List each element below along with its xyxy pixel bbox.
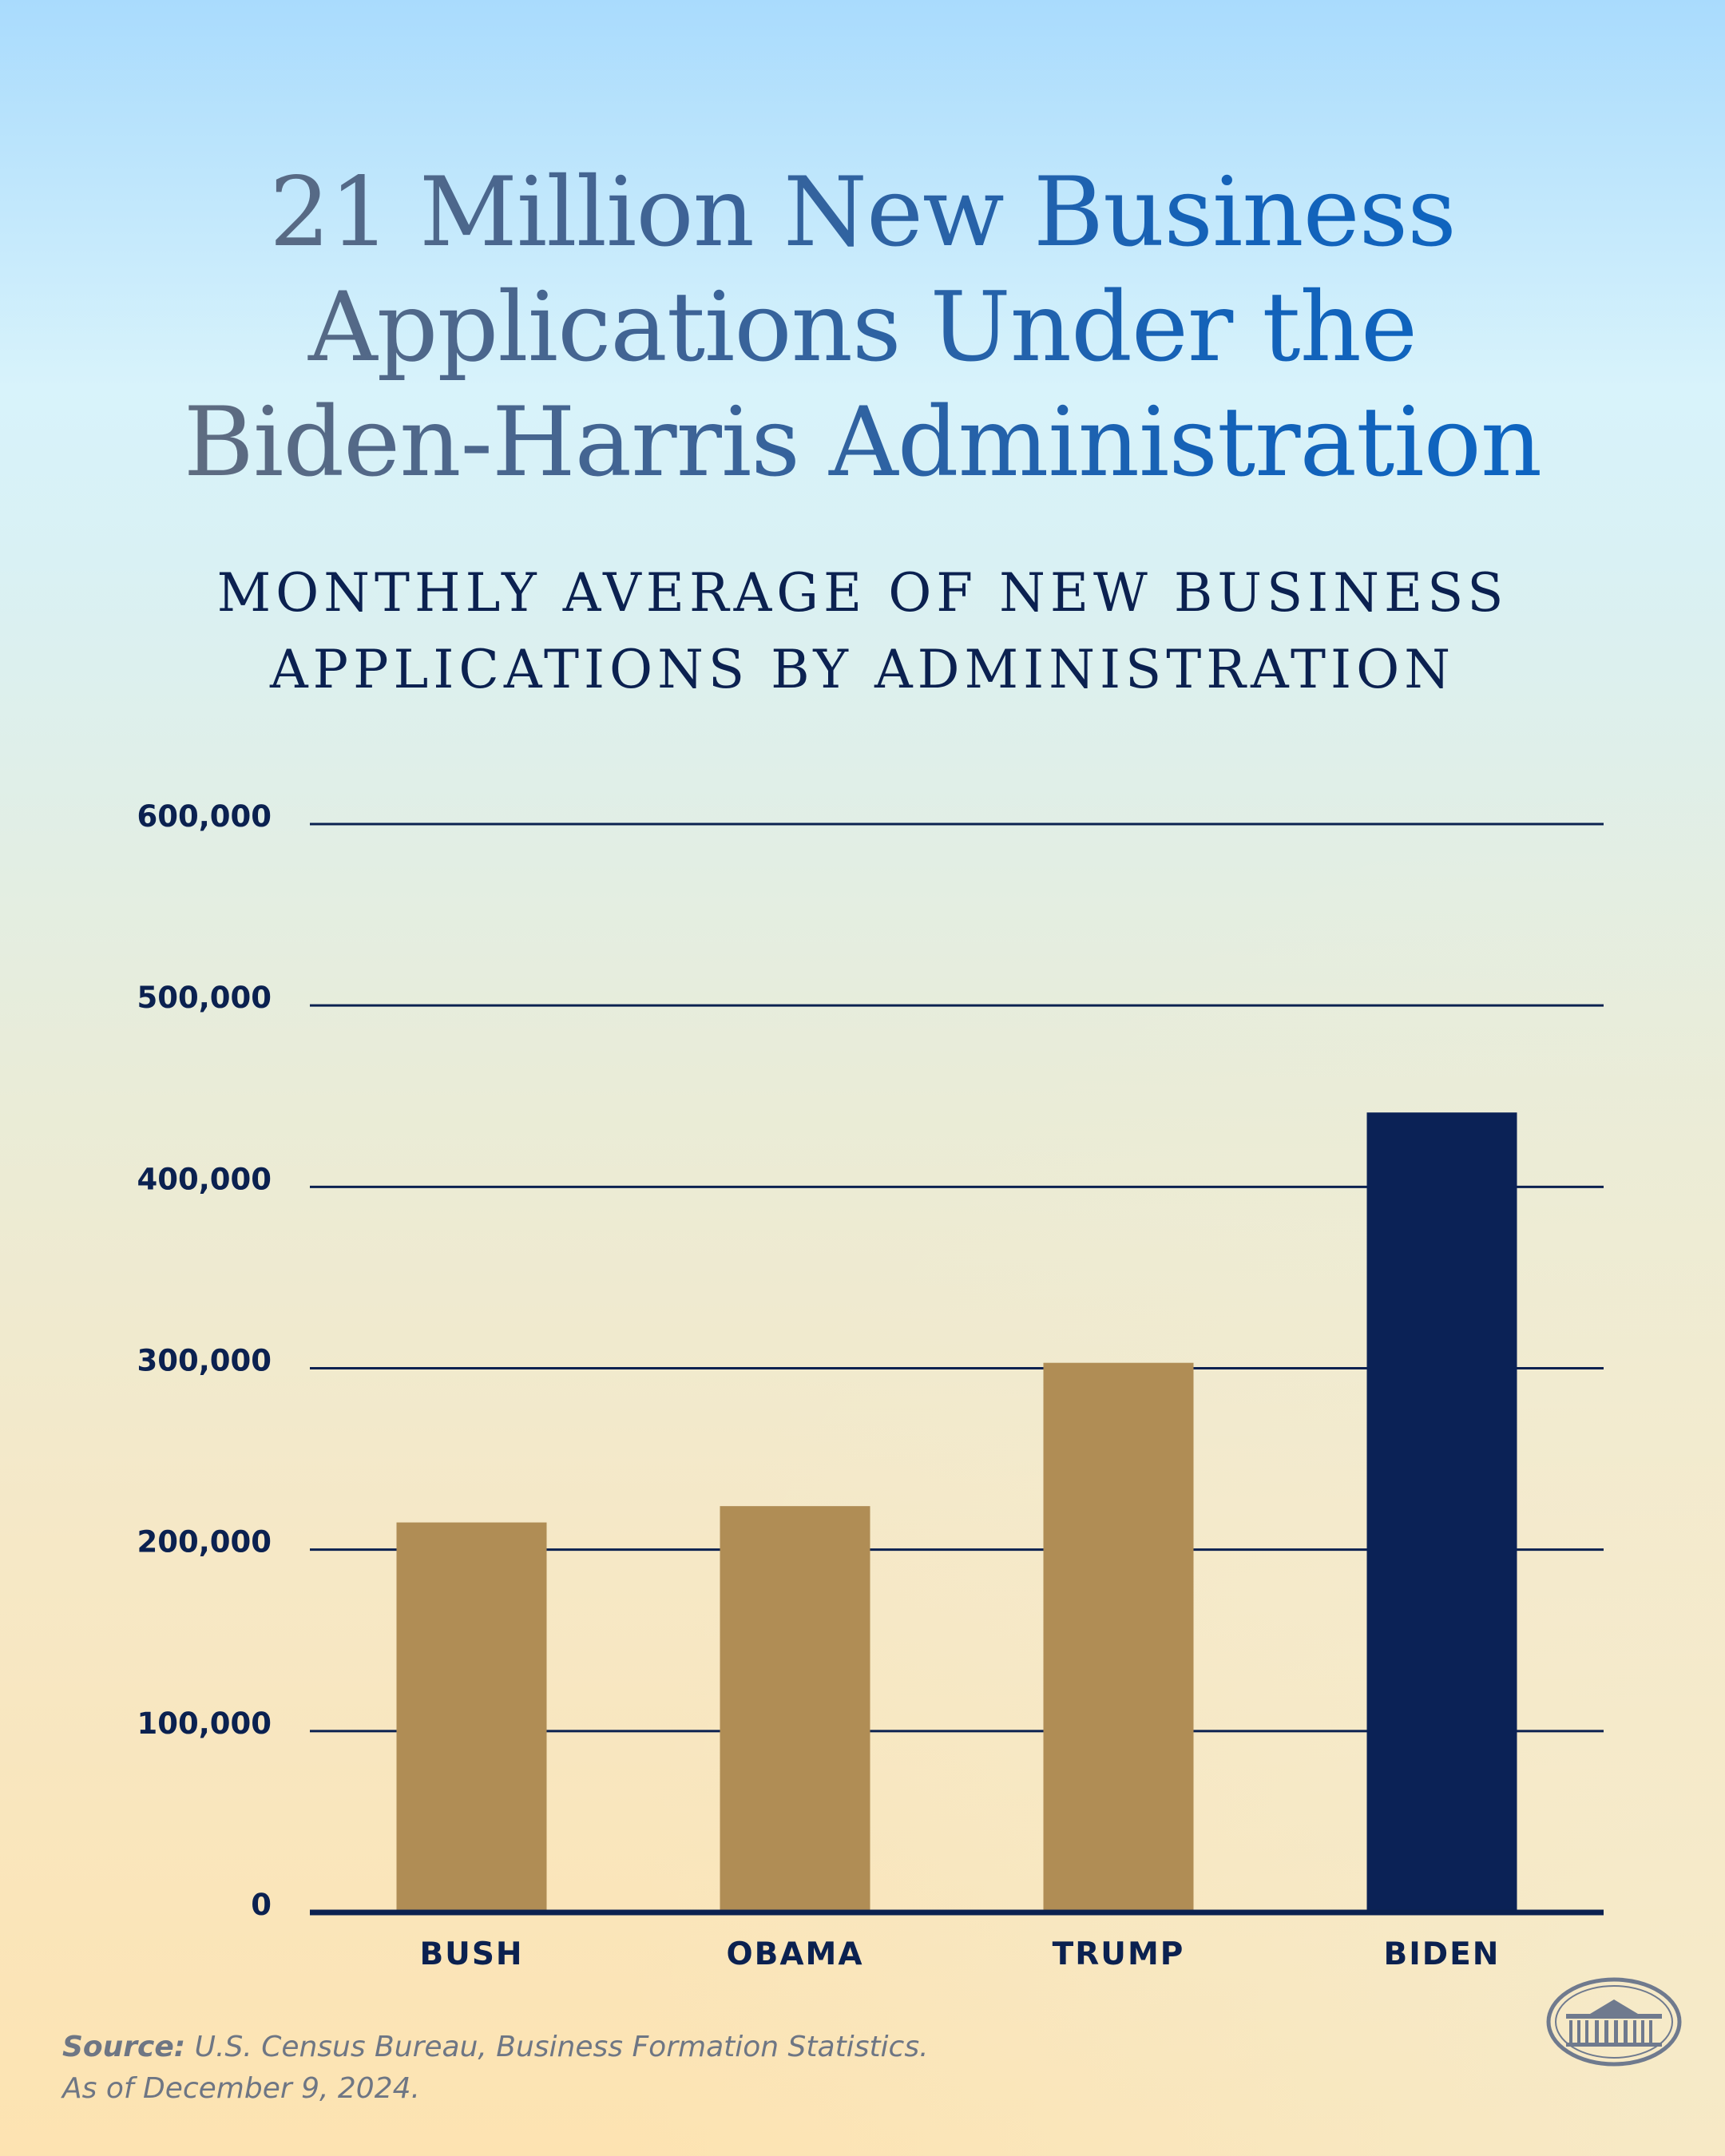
subtitle-line-1: MONTHLY AVERAGE OF NEW BUSINESS [216,562,1509,624]
x-tick-label: OBAMA [726,1936,863,1972]
y-tick-label: 200,000 [137,1525,272,1560]
bar-trump [1043,1362,1194,1912]
chart-subtitle: MONTHLY AVERAGE OF NEW BUSINESS APPLICAT… [0,555,1725,708]
y-tick-label: 100,000 [137,1706,272,1741]
y-tick-label: 300,000 [137,1344,272,1378]
source-label: Source: [62,2031,186,2063]
subtitle-line-2: APPLICATIONS BY ADMINISTRATION [270,639,1455,700]
x-tick-label: BUSH [419,1936,523,1972]
bar-obama [720,1506,870,1912]
y-tick-label: 500,000 [137,981,272,1015]
source-note: Source: U.S. Census Bureau, Business For… [62,2027,929,2110]
y-axis-ticks: 0 100,000 200,000 300,000 400,000 500,000 600,… [137,799,272,1922]
white-house-seal-icon [1546,1977,1682,2067]
source-text: U.S. Census Bureau, Business Formation S… [194,2031,929,2063]
y-tick-label: 400,000 [137,1162,272,1196]
x-tick-label: TRUMP [1053,1936,1185,1972]
bar-biden [1366,1112,1517,1912]
source-date: As of December 9, 2024. [62,2072,420,2105]
x-axis-ticks: BUSH OBAMA TRUMP BIDEN [419,1936,1501,1972]
bars [396,1112,1517,1912]
x-tick-label: BIDEN [1384,1936,1501,1972]
y-tick-label: 0 [251,1888,272,1922]
y-tick-label: 600,000 [137,799,272,834]
bar-bush [396,1522,547,1912]
